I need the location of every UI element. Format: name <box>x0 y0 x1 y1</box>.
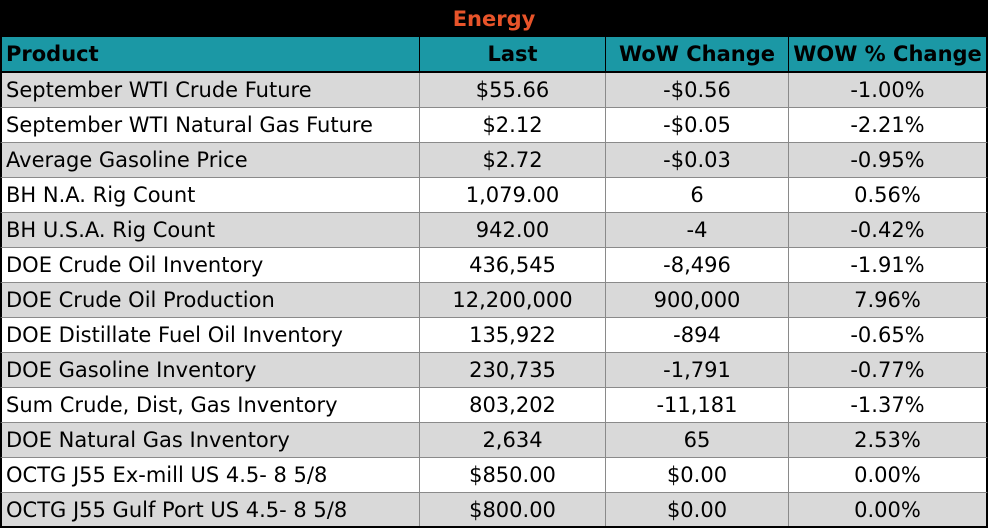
table-row: Average Gasoline Price $2.72 -$0.03 -0.9… <box>0 143 988 178</box>
cell-product: September WTI Natural Gas Future <box>2 108 420 142</box>
table-row: BH N.A. Rig Count 1,079.00 6 0.56% <box>0 178 988 213</box>
cell-wow-change: -$0.03 <box>606 143 789 177</box>
cell-product: DOE Distillate Fuel Oil Inventory <box>2 318 420 352</box>
cell-last: 12,200,000 <box>420 283 606 317</box>
cell-wow-change: $0.00 <box>606 458 789 492</box>
cell-last: $2.12 <box>420 108 606 142</box>
cell-product: OCTG J55 Ex-mill US 4.5- 8 5/8 <box>2 458 420 492</box>
table-row: OCTG J55 Gulf Port US 4.5- 8 5/8 $800.00… <box>0 493 988 528</box>
table-row: Sum Crude, Dist, Gas Inventory 803,202 -… <box>0 388 988 423</box>
cell-wow-pct-change: -1.91% <box>850 253 925 277</box>
cell-wow-change: -$0.56 <box>606 73 789 107</box>
cell-last: 135,922 <box>420 318 606 352</box>
table-body: September WTI Crude Future $55.66 -$0.56… <box>0 73 988 528</box>
cell-wow-pct-change: -1.00% <box>850 78 925 102</box>
table-header-row: Product Last WoW Change WOW % Change <box>0 37 988 73</box>
cell-wow-pct-change: -0.65% <box>850 323 925 347</box>
cell-product: BH U.S.A. Rig Count <box>2 213 420 247</box>
cell-product: DOE Crude Oil Inventory <box>2 248 420 282</box>
cell-wow-pct-change: -0.77% <box>850 358 925 382</box>
cell-wow-pct-change: 0.56% <box>854 183 921 207</box>
cell-wow-change: -8,496 <box>606 248 789 282</box>
cell-last: $800.00 <box>420 493 606 526</box>
header-wow-pct-change: WOW % Change <box>793 42 982 66</box>
cell-wow-pct-change: -1.37% <box>850 393 925 417</box>
cell-wow-pct-change: 2.53% <box>854 428 921 452</box>
cell-wow-pct-change: -2.21% <box>850 113 925 137</box>
cell-wow-change: 6 <box>606 178 789 212</box>
cell-product: BH N.A. Rig Count <box>2 178 420 212</box>
table-row: OCTG J55 Ex-mill US 4.5- 8 5/8 $850.00 $… <box>0 458 988 493</box>
cell-last: $2.72 <box>420 143 606 177</box>
table-row: September WTI Natural Gas Future $2.12 -… <box>0 108 988 143</box>
table-row: DOE Distillate Fuel Oil Inventory 135,92… <box>0 318 988 353</box>
cell-last: 2,634 <box>420 423 606 457</box>
header-last: Last <box>420 37 606 71</box>
header-wow-change: WoW Change <box>606 37 789 71</box>
cell-product: OCTG J55 Gulf Port US 4.5- 8 5/8 <box>2 493 420 526</box>
cell-wow-change: 65 <box>606 423 789 457</box>
table-row: DOE Crude Oil Inventory 436,545 -8,496 -… <box>0 248 988 283</box>
table-row: BH U.S.A. Rig Count 942.00 -4 -0.42% <box>0 213 988 248</box>
cell-last: 942.00 <box>420 213 606 247</box>
cell-last: 1,079.00 <box>420 178 606 212</box>
cell-product: Sum Crude, Dist, Gas Inventory <box>2 388 420 422</box>
cell-wow-change: -1,791 <box>606 353 789 387</box>
cell-wow-pct-change: 0.00% <box>854 463 921 487</box>
table-title: Energy <box>0 0 988 37</box>
cell-last: 230,735 <box>420 353 606 387</box>
cell-last: 436,545 <box>420 248 606 282</box>
cell-product: September WTI Crude Future <box>2 73 420 107</box>
cell-wow-pct-change: -0.42% <box>850 218 925 242</box>
cell-product: DOE Natural Gas Inventory <box>2 423 420 457</box>
cell-wow-change: -4 <box>606 213 789 247</box>
cell-product: DOE Crude Oil Production <box>2 283 420 317</box>
cell-product: DOE Gasoline Inventory <box>2 353 420 387</box>
cell-last: $850.00 <box>420 458 606 492</box>
cell-last: $55.66 <box>420 73 606 107</box>
table-row: DOE Natural Gas Inventory 2,634 65 2.53% <box>0 423 988 458</box>
cell-wow-change: -$0.05 <box>606 108 789 142</box>
cell-wow-pct-change: 7.96% <box>854 288 921 312</box>
cell-wow-change: -894 <box>606 318 789 352</box>
header-product: Product <box>2 37 420 71</box>
table-row: September WTI Crude Future $55.66 -$0.56… <box>0 73 988 108</box>
cell-last: 803,202 <box>420 388 606 422</box>
cell-wow-change: -11,181 <box>606 388 789 422</box>
cell-wow-change: 900,000 <box>606 283 789 317</box>
table-row: DOE Gasoline Inventory 230,735 -1,791 -0… <box>0 353 988 388</box>
cell-wow-pct-change: 0.00% <box>854 497 921 522</box>
cell-product: Average Gasoline Price <box>2 143 420 177</box>
cell-wow-change: $0.00 <box>606 493 789 526</box>
table-row: DOE Crude Oil Production 12,200,000 900,… <box>0 283 988 318</box>
cell-wow-pct-change: -0.95% <box>850 148 925 172</box>
